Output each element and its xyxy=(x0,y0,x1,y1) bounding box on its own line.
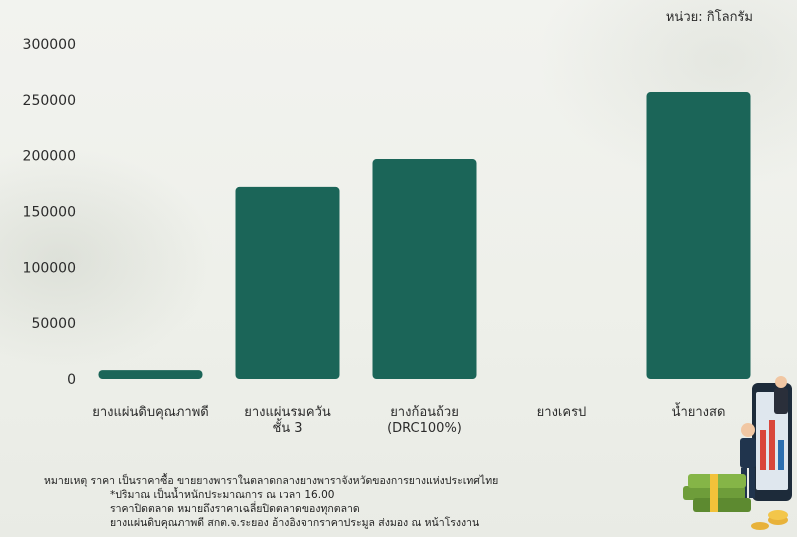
bar xyxy=(646,92,751,380)
x-tick-label: ชั้น 3 xyxy=(272,418,302,436)
x-tick-label: ยางเครป xyxy=(537,405,587,420)
coins-icon xyxy=(751,510,788,530)
y-tick-label: 150000 xyxy=(23,205,76,221)
bar xyxy=(98,370,203,379)
x-tick-label: ยางแผ่นรมควัน xyxy=(244,405,331,420)
bar xyxy=(372,159,477,379)
y-tick-label: 200000 xyxy=(23,149,76,165)
footnote-line: *ปริมาณ เป็นน้ำหนักประมาณการ ณ เวลา 16.0… xyxy=(110,489,335,501)
x-tick-label: (DRC100%) xyxy=(387,421,462,436)
y-tick-label: 0 xyxy=(67,372,76,388)
y-tick-label: 100000 xyxy=(23,260,76,276)
footnote-line: ยางแผ่นดิบคุณภาพดี สกต.จ.ระยอง อ้างอิงจา… xyxy=(110,517,480,529)
bar-chart: 0 50000 100000 150000 200000 250000 300000 ยาง… xyxy=(23,37,751,436)
y-tick-label: 250000 xyxy=(23,93,76,109)
y-axis: 0 50000 100000 150000 200000 250000 300000 xyxy=(23,37,76,388)
money-stack-icon xyxy=(683,474,751,512)
x-axis-labels: ยางแผ่นดิบคุณภาพดี ยางแผ่นรมควันชั้น 3 ยาง… xyxy=(92,402,725,436)
y-tick-label: 50000 xyxy=(31,316,76,332)
bars xyxy=(98,92,751,380)
x-tick-label: ยางก้อนถ้วย xyxy=(390,405,459,420)
x-tick-label: น้ำยางสด xyxy=(672,402,726,420)
bar xyxy=(235,186,340,379)
footnote-line: ราคาปิดตลาด หมายถึงราคาเฉลี่ยปิดตลาดของท… xyxy=(110,503,360,515)
x-tick-label: ยางแผ่นดิบคุณภาพดี xyxy=(92,404,208,420)
footnote-line: หมายเหตุ ราคา เป็นราคาซื้อ ขายยางพาราในต… xyxy=(44,475,499,487)
unit-label: หน่วย: กิโลกรัม xyxy=(665,10,753,25)
footnotes: หมายเหตุ ราคา เป็นราคาซื้อ ขายยางพาราในต… xyxy=(44,474,664,530)
y-tick-label: 300000 xyxy=(23,37,76,53)
